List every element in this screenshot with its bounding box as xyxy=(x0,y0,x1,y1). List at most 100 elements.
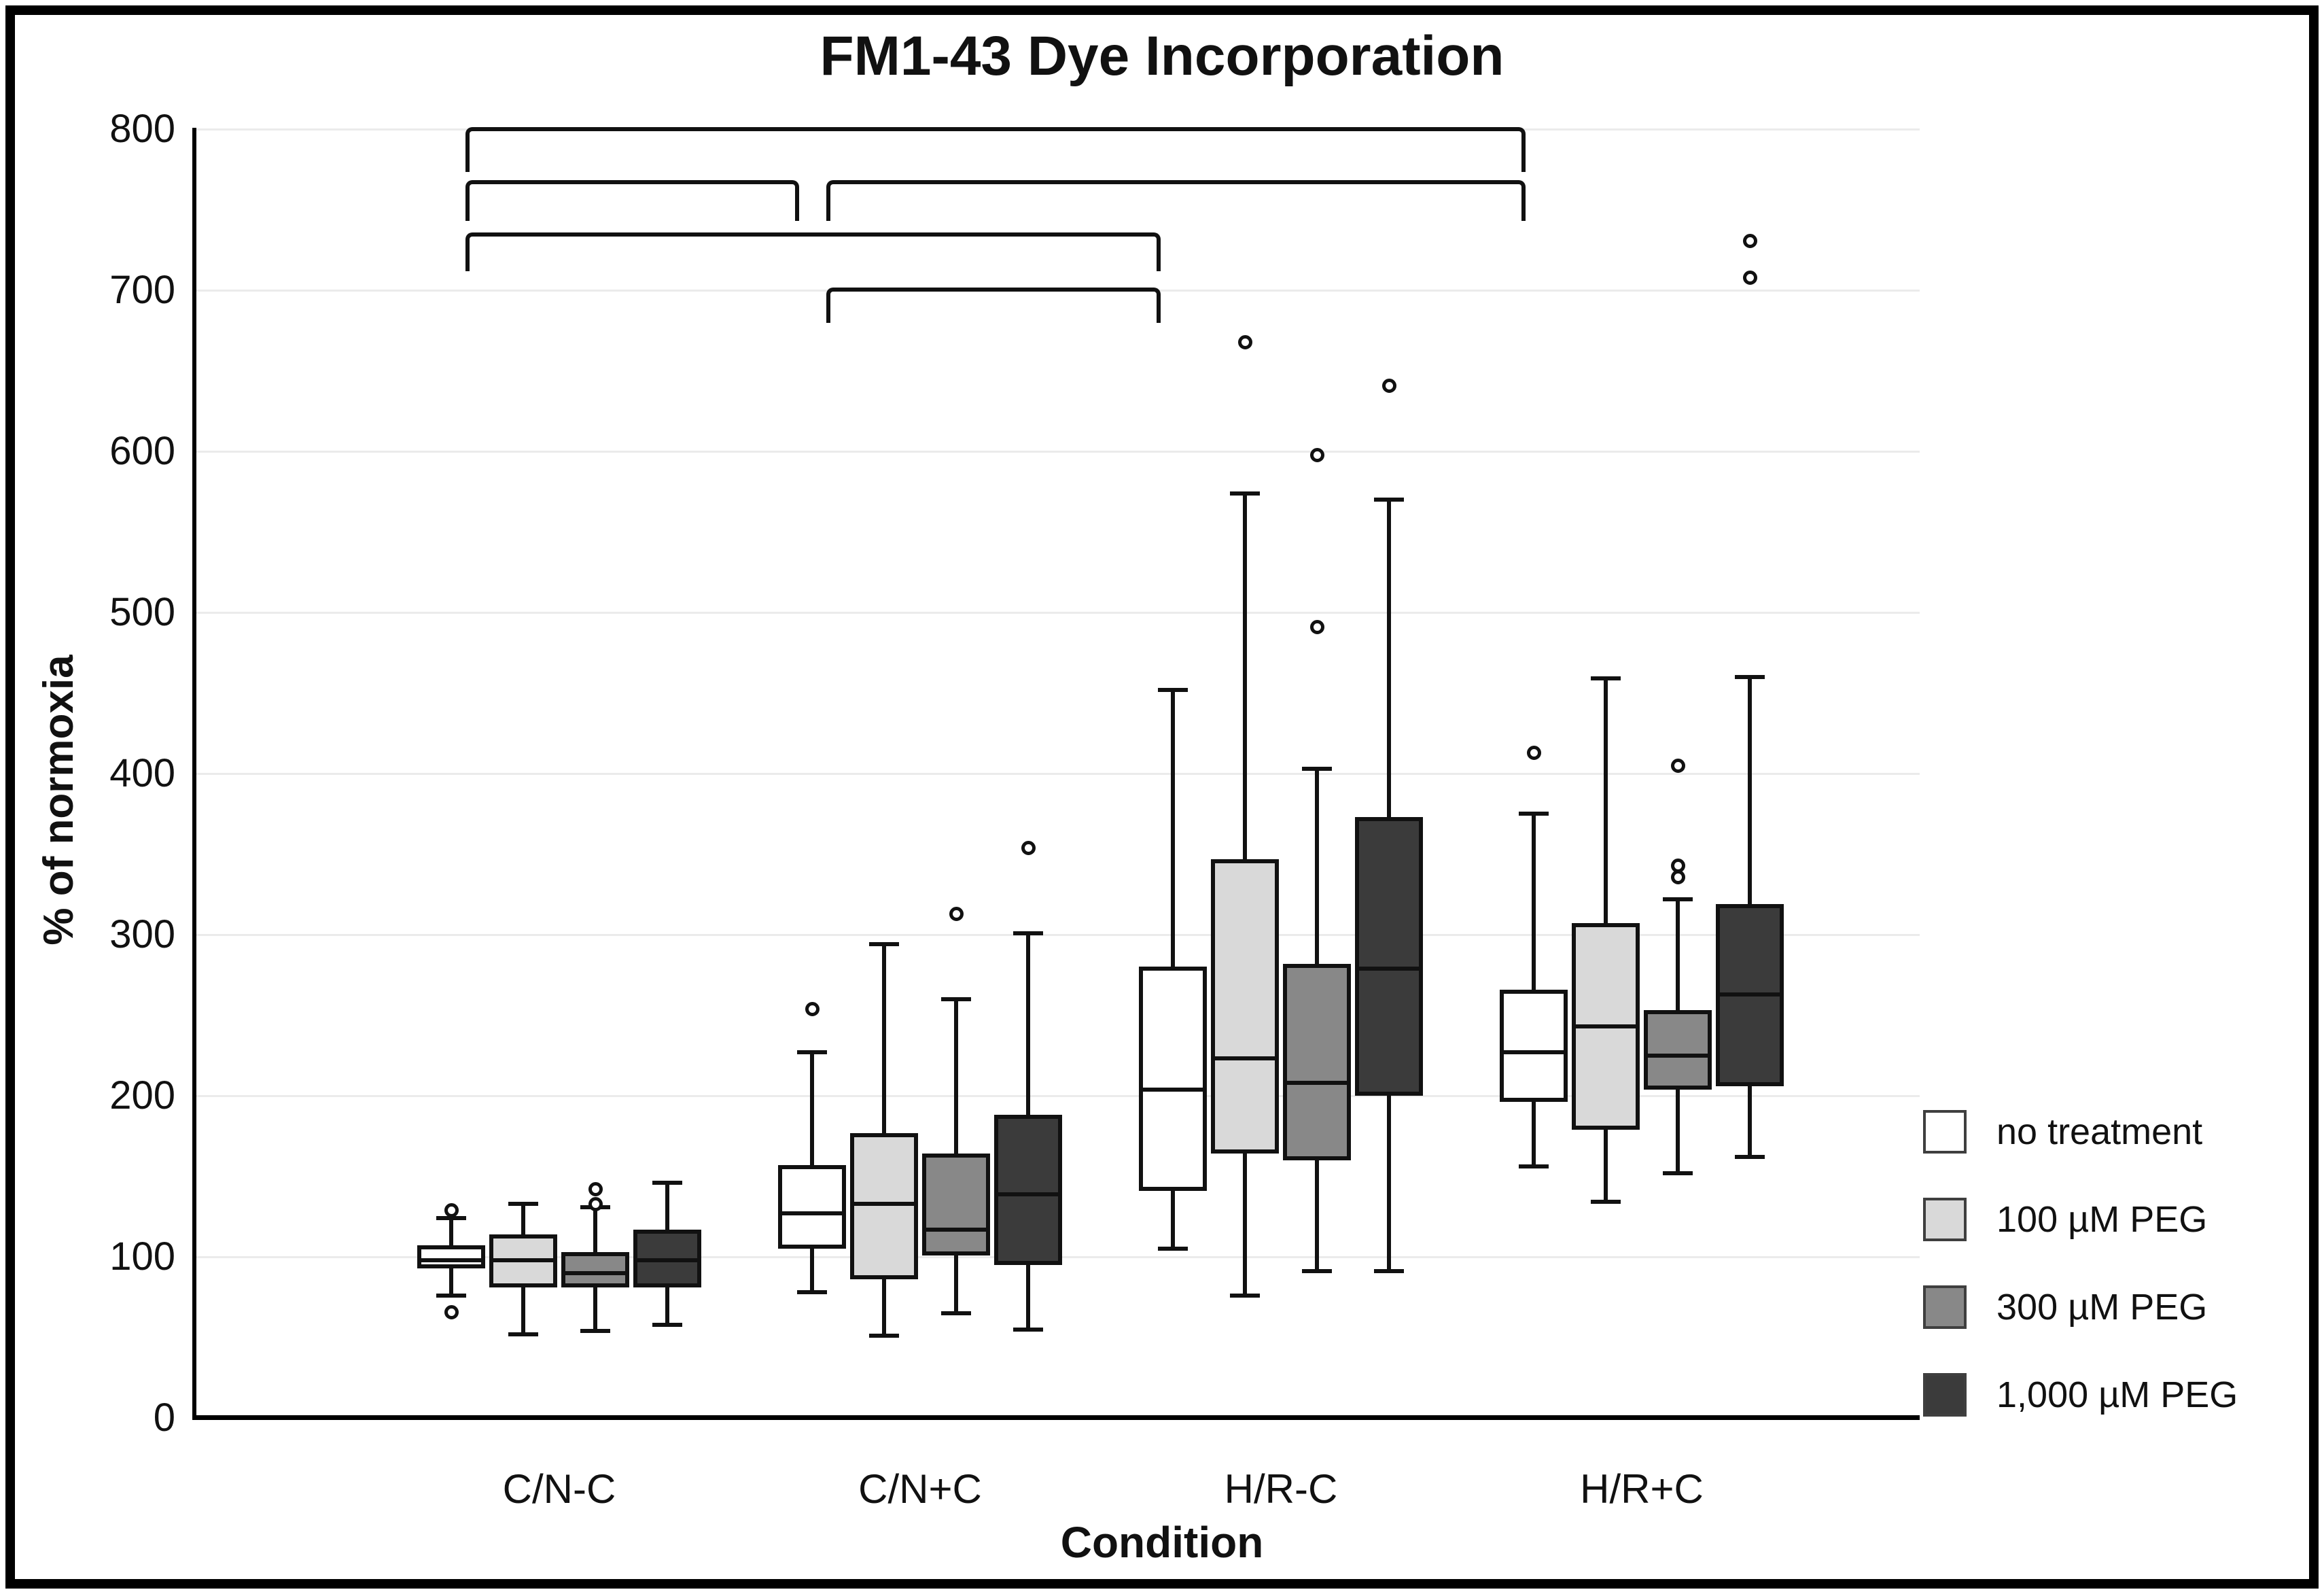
significance-bracket-c-n-c-vs-h-r-c xyxy=(465,127,1526,172)
whisker-upper-300-m-peg-c-n-c xyxy=(593,1207,597,1252)
outlier-point-300-m-peg-c-n-c xyxy=(949,907,964,922)
x-category-label-c-n-c: C/N-C xyxy=(502,1466,616,1512)
x-axis-line xyxy=(192,1415,1920,1420)
legend-item-label: 300 µM PEG xyxy=(1996,1287,2208,1328)
whisker-cap-upper-no-treatment-c-n-c xyxy=(436,1216,466,1221)
median-no-treatment-c-n-c xyxy=(419,1258,483,1262)
median-100-m-peg-c-n-c xyxy=(852,1201,916,1206)
box-no-treatment-c-n-c xyxy=(417,1245,485,1268)
whisker-cap-lower-100-m-peg-c-n-c xyxy=(508,1332,538,1336)
box-no-treatment-c-n-c xyxy=(778,1164,846,1249)
outlier-point-no-treatment-h-r-c xyxy=(1527,746,1541,761)
gridline-200 xyxy=(196,1095,1920,1097)
whisker-cap-lower-100-m-peg-h-r-c xyxy=(1591,1200,1621,1205)
legend-item: 1,000 µM PEG xyxy=(1923,1373,2238,1417)
legend-swatch-icon xyxy=(1923,1198,1967,1241)
whisker-lower-300-m-peg-h-r-c xyxy=(1315,1160,1319,1272)
whisker-lower-1-000-m-peg-c-n-c xyxy=(665,1287,669,1325)
box-300-m-peg-c-n-c xyxy=(561,1251,629,1287)
outlier-point-300-m-peg-h-r-c xyxy=(1310,620,1324,635)
median-1-000-m-peg-h-r-c xyxy=(1357,966,1421,971)
whisker-upper-1-000-m-peg-c-n-c xyxy=(1026,933,1030,1115)
significance-bracket-c-n-c-vs-c-n-c xyxy=(465,180,799,221)
median-100-m-peg-h-r-c xyxy=(1213,1056,1277,1061)
legend-swatch-icon xyxy=(1923,1110,1967,1154)
whisker-cap-upper-300-m-peg-h-r-c xyxy=(1302,766,1332,771)
whisker-cap-lower-100-m-peg-c-n-c xyxy=(869,1334,899,1338)
box-300-m-peg-c-n-c xyxy=(922,1154,990,1255)
outlier-point-300-m-peg-h-r-c xyxy=(1671,759,1685,774)
y-axis-line xyxy=(192,128,196,1419)
legend-item: 100 µM PEG xyxy=(1923,1198,2238,1241)
median-1-000-m-peg-h-r-c xyxy=(1718,992,1782,997)
whisker-cap-lower-1-000-m-peg-c-n-c xyxy=(652,1322,682,1327)
whisker-lower-no-treatment-h-r-c xyxy=(1171,1190,1175,1249)
gridline-600 xyxy=(196,451,1920,453)
y-tick-label-200: 200 xyxy=(109,1073,175,1117)
whisker-upper-100-m-peg-c-n-c xyxy=(882,944,886,1133)
box-300-m-peg-h-r-c xyxy=(1283,963,1351,1160)
median-100-m-peg-h-r-c xyxy=(1574,1024,1638,1029)
outlier-point-no-treatment-c-n-c xyxy=(444,1203,459,1218)
box-no-treatment-h-r-c xyxy=(1139,967,1207,1191)
box-100-m-peg-h-r-c xyxy=(1211,859,1279,1154)
box-300-m-peg-h-r-c xyxy=(1644,1010,1712,1090)
legend-item: no treatment xyxy=(1923,1110,2238,1154)
median-300-m-peg-h-r-c xyxy=(1285,1081,1349,1086)
whisker-lower-100-m-peg-h-r-c xyxy=(1604,1129,1608,1202)
y-tick-label-300: 300 xyxy=(109,912,175,956)
whisker-upper-300-m-peg-c-n-c xyxy=(954,999,958,1154)
whisker-cap-lower-no-treatment-h-r-c xyxy=(1158,1247,1188,1251)
y-tick-label-800: 800 xyxy=(109,107,175,151)
y-tick-label-400: 400 xyxy=(109,751,175,795)
median-300-m-peg-c-n-c xyxy=(563,1270,627,1275)
box-no-treatment-h-r-c xyxy=(1500,989,1568,1103)
box-1-000-m-peg-h-r-c xyxy=(1355,816,1423,1096)
whisker-cap-upper-no-treatment-h-r-c xyxy=(1158,687,1188,692)
whisker-cap-upper-1-000-m-peg-c-n-c xyxy=(1013,931,1043,935)
median-1-000-m-peg-c-n-c xyxy=(635,1258,699,1262)
legend: no treatment 100 µM PEG 300 µM PEG 1,000 µM… xyxy=(1923,1110,2238,1417)
whisker-lower-1-000-m-peg-h-r-c xyxy=(1748,1086,1752,1158)
whisker-lower-1-000-m-peg-c-n-c xyxy=(1026,1264,1030,1330)
outlier-point-1-000-m-peg-c-n-c xyxy=(1021,841,1036,856)
y-tick-label-700: 700 xyxy=(109,268,175,312)
outlier-point-1-000-m-peg-h-r-c xyxy=(1743,233,1757,248)
whisker-upper-1-000-m-peg-c-n-c xyxy=(665,1182,669,1230)
whisker-cap-lower-300-m-peg-h-r-c xyxy=(1663,1171,1693,1175)
whisker-lower-no-treatment-c-n-c xyxy=(449,1268,453,1296)
whisker-cap-upper-1-000-m-peg-h-r-c xyxy=(1374,498,1404,502)
whisker-cap-lower-300-m-peg-c-n-c xyxy=(580,1329,610,1334)
whisker-cap-lower-300-m-peg-c-n-c xyxy=(941,1311,971,1315)
whisker-lower-100-m-peg-c-n-c xyxy=(521,1287,525,1334)
whisker-cap-lower-1-000-m-peg-h-r-c xyxy=(1374,1269,1404,1274)
legend-swatch-icon xyxy=(1923,1285,1967,1329)
y-tick-label-500: 500 xyxy=(109,590,175,634)
legend-item-label: 1,000 µM PEG xyxy=(1996,1374,2238,1415)
outlier-point-300-m-peg-h-r-c xyxy=(1310,447,1324,462)
whisker-cap-lower-1-000-m-peg-h-r-c xyxy=(1735,1155,1765,1160)
whisker-upper-no-treatment-h-r-c xyxy=(1532,814,1536,990)
outlier-point-no-treatment-c-n-c xyxy=(444,1304,459,1319)
whisker-upper-100-m-peg-c-n-c xyxy=(521,1203,525,1234)
legend-item-label: no treatment xyxy=(1996,1111,2203,1152)
whisker-upper-no-treatment-h-r-c xyxy=(1171,689,1175,967)
whisker-upper-no-treatment-c-n-c xyxy=(449,1218,453,1246)
whisker-lower-300-m-peg-h-r-c xyxy=(1676,1089,1680,1173)
median-300-m-peg-c-n-c xyxy=(924,1227,988,1232)
whisker-cap-upper-1-000-m-peg-h-r-c xyxy=(1735,674,1765,679)
whisker-upper-100-m-peg-h-r-c xyxy=(1243,493,1247,859)
whisker-lower-no-treatment-c-n-c xyxy=(810,1249,814,1293)
outlier-point-300-m-peg-c-n-c xyxy=(588,1196,603,1211)
whisker-upper-1-000-m-peg-h-r-c xyxy=(1748,676,1752,904)
whisker-upper-no-treatment-c-n-c xyxy=(810,1052,814,1165)
y-tick-label-100: 100 xyxy=(109,1234,175,1279)
x-category-label-h-r-c: H/R+C xyxy=(1580,1466,1704,1512)
gridline-400 xyxy=(196,773,1920,775)
legend-item: 300 µM PEG xyxy=(1923,1285,2238,1329)
whisker-cap-upper-100-m-peg-h-r-c xyxy=(1591,676,1621,681)
whisker-cap-upper-100-m-peg-c-n-c xyxy=(869,942,899,947)
whisker-lower-300-m-peg-c-n-c xyxy=(593,1287,597,1331)
median-100-m-peg-c-n-c xyxy=(491,1258,555,1262)
